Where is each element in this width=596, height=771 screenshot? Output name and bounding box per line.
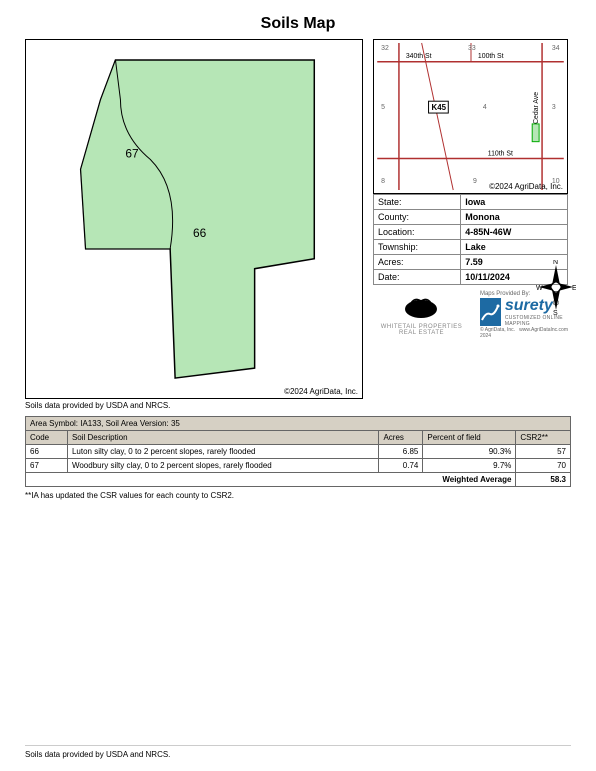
info-value: Iowa <box>461 195 568 210</box>
compass-icon: N S W E <box>536 260 576 315</box>
cell-pct: 90.3% <box>423 445 516 459</box>
svg-text:9: 9 <box>473 178 477 185</box>
weighted-avg-row: Weighted Average 58.3 <box>26 473 571 487</box>
info-label: Location: <box>374 225 461 240</box>
wavg-value: 58.3 <box>516 473 571 487</box>
table-header: Area Symbol: IA133, Soil Area Version: 3… <box>26 417 571 431</box>
col-csr: CSR2** <box>516 431 571 445</box>
info-label: Date: <box>374 270 461 285</box>
cell-code: 67 <box>26 459 68 473</box>
svg-text:S: S <box>553 310 558 315</box>
soils-data-note: Soils data provided by USDA and NRCS. <box>25 401 571 410</box>
locator-map: 32 33 34 5 4 3 8 9 10 340th St 100th St … <box>373 39 568 194</box>
col-code: Code <box>26 431 68 445</box>
whitetail-text: WHITETAIL PROPERTIES REAL ESTATE <box>373 324 470 336</box>
info-value: Lake <box>461 240 568 255</box>
surety-copyright: © AgriData, Inc. 2024 <box>480 327 519 339</box>
cell-acres: 0.74 <box>379 459 423 473</box>
soil-data-table: Area Symbol: IA133, Soil Area Version: 3… <box>25 416 571 487</box>
cell-pct: 9.7% <box>423 459 516 473</box>
footer-note: Soils data provided by USDA and NRCS. <box>25 745 571 759</box>
svg-text:Cedar Ave: Cedar Ave <box>533 92 540 124</box>
surety-icon <box>480 298 501 326</box>
col-pct: Percent of field <box>423 431 516 445</box>
label-67: 67 <box>125 146 139 160</box>
cell-code: 66 <box>26 445 68 459</box>
whitetail-logo: WHITETAIL PROPERTIES REAL ESTATE <box>373 295 470 336</box>
svg-text:K45: K45 <box>432 103 447 112</box>
info-row: Location:4-85N-46W <box>374 225 568 240</box>
svg-text:N: N <box>553 260 558 266</box>
csr-note: **IA has updated the CSR values for each… <box>25 491 571 500</box>
svg-text:3: 3 <box>552 104 556 111</box>
label-66: 66 <box>193 226 207 240</box>
surety-sub: CUSTOMIZED ONLINE MAPPING <box>505 315 568 327</box>
info-value: Monona <box>461 210 568 225</box>
col-acres: Acres <box>379 431 423 445</box>
svg-text:100th St: 100th St <box>478 53 504 60</box>
info-row: County:Monona <box>374 210 568 225</box>
info-label: Township: <box>374 240 461 255</box>
svg-text:340th St: 340th St <box>406 53 432 60</box>
table-row: 67 Woodbury silty clay, 0 to 2 percent s… <box>26 459 571 473</box>
svg-text:W: W <box>536 285 543 292</box>
cell-desc: Woodbury silty clay, 0 to 2 percent slop… <box>67 459 378 473</box>
svg-text:4: 4 <box>483 104 487 111</box>
cell-desc: Luton silty clay, 0 to 2 percent slopes,… <box>67 445 378 459</box>
cell-csr: 57 <box>516 445 571 459</box>
surety-url: www.AgriDataInc.com <box>519 327 568 339</box>
page-title: Soils Map <box>25 15 571 33</box>
svg-text:110th St: 110th St <box>488 150 513 157</box>
svg-text:33: 33 <box>468 45 476 52</box>
info-label: Acres: <box>374 255 461 270</box>
svg-text:E: E <box>572 285 576 292</box>
svg-text:32: 32 <box>381 45 389 52</box>
loc-map-credit: ©2024 AgriData, Inc. <box>489 182 563 191</box>
info-row: State:Iowa <box>374 195 568 210</box>
cell-csr: 70 <box>516 459 571 473</box>
soils-map-main: 67 66 ©2024 AgriData, Inc. <box>25 39 363 399</box>
wavg-label: Weighted Average <box>26 473 516 487</box>
info-value: 4-85N-46W <box>461 225 568 240</box>
cell-acres: 6.85 <box>379 445 423 459</box>
svg-text:8: 8 <box>381 178 385 185</box>
table-row: 66 Luton silty clay, 0 to 2 percent slop… <box>26 445 571 459</box>
svg-text:34: 34 <box>552 45 560 52</box>
main-map-credit: ©2024 AgriData, Inc. <box>284 387 358 396</box>
info-row: Township:Lake <box>374 240 568 255</box>
col-desc: Soil Description <box>67 431 378 445</box>
info-label: State: <box>374 195 461 210</box>
svg-text:5: 5 <box>381 104 385 111</box>
info-label: County: <box>374 210 461 225</box>
